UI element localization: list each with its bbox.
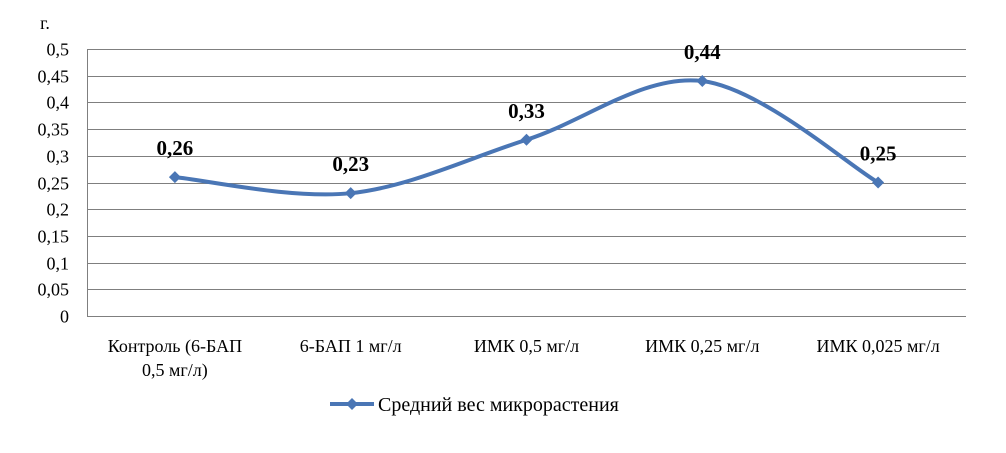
data-point-marker (168, 171, 181, 184)
y-tick-label: 0,5 (47, 40, 70, 60)
y-tick-label: 0,2 (47, 200, 70, 220)
y-tick-label: 0,3 (47, 147, 70, 167)
x-category-label: ИМК 0,25 мг/л (645, 336, 759, 356)
y-tick-label: 0 (60, 307, 69, 327)
data-point-marker (344, 187, 357, 200)
data-point-marker (520, 133, 533, 146)
legend-label: Средний вес микрорастения (378, 394, 619, 416)
y-tick-label: 0,45 (38, 67, 70, 87)
legend: Средний вес микрорастения (330, 394, 619, 416)
y-tick-label: 0,35 (38, 120, 70, 140)
x-category-label: Контроль (6-БАП (108, 336, 242, 357)
y-axis-unit: г. (40, 13, 50, 33)
data-labels: 0,26 0,23 0,33 0,44 0,25 (157, 40, 897, 176)
y-tick-label: 0,05 (38, 280, 70, 300)
data-point-marker (696, 75, 709, 88)
x-category-label: 6-БАП 1 мг/л (300, 336, 402, 356)
x-category-label: ИМК 0,025 мг/л (816, 336, 939, 356)
y-tick-label: 0,15 (38, 227, 70, 247)
x-axis-categories: Контроль (6-БАП 0,5 мг/л) 6-БАП 1 мг/л ИМК … (108, 336, 940, 381)
y-tick-label: 0,1 (47, 254, 70, 274)
data-label: 0,33 (508, 99, 545, 123)
gridlines (87, 49, 966, 317)
y-tick-label: 0,25 (38, 174, 70, 194)
data-label: 0,44 (684, 40, 721, 64)
x-category-label: ИМК 0,5 мг/л (474, 336, 579, 356)
series-group (168, 75, 885, 200)
data-label: 0,25 (860, 142, 897, 166)
legend-diamond-marker (346, 398, 358, 410)
y-axis-ticks: 0 0,05 0,1 0,15 0,2 0,25 0,3 0,35 0,4 0,45 0,5 (38, 40, 70, 327)
data-label: 0,23 (332, 152, 369, 176)
x-category-label: 0,5 мг/л) (142, 360, 208, 381)
data-point-marker (872, 176, 885, 189)
data-label: 0,26 (157, 136, 194, 160)
y-tick-label: 0,4 (47, 93, 70, 113)
